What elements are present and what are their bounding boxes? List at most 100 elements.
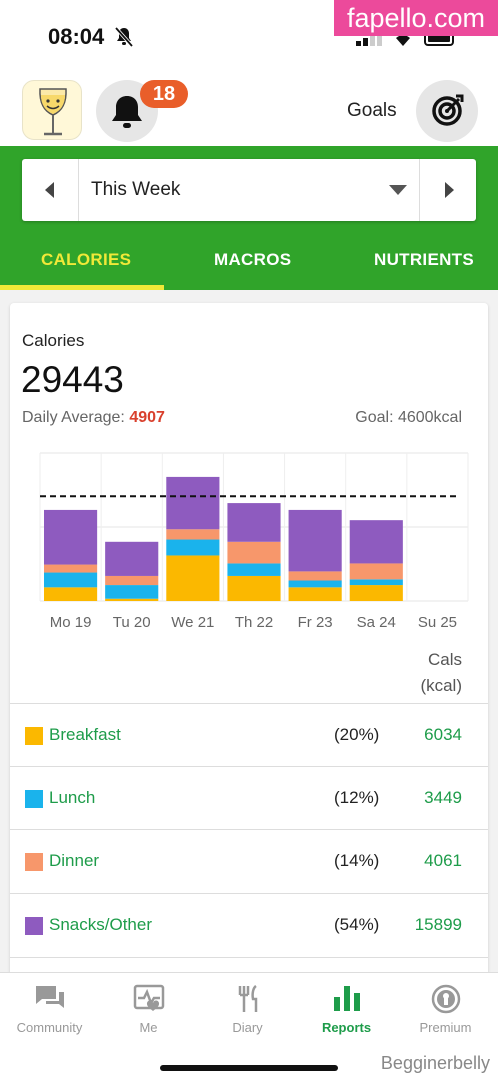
meal-row-snacks[interactable]: Snacks/Other (54%) 15899	[10, 893, 488, 956]
heart-pulse-icon	[133, 984, 165, 1011]
bar-segment	[105, 585, 159, 599]
nav-label: Reports	[321, 1020, 372, 1035]
x-tick-label: Mo 19	[50, 614, 92, 631]
home-indicator[interactable]	[160, 1065, 338, 1071]
bar-segment	[349, 579, 403, 586]
bar-segment	[166, 476, 220, 530]
cellular-signal-icon	[356, 32, 382, 46]
next-period-button[interactable]	[419, 159, 476, 221]
nav-label: Community	[16, 1020, 83, 1035]
x-tick-label: Su 25	[418, 614, 457, 631]
date-range-selector[interactable]: This Week	[22, 159, 476, 221]
target-icon	[432, 94, 464, 126]
bell-icon	[112, 96, 142, 128]
bar-segment	[166, 539, 220, 556]
active-tab-indicator	[0, 285, 164, 290]
meal-name[interactable]: Lunch	[49, 788, 96, 807]
chat-icon	[36, 986, 64, 1008]
tab-macros[interactable]: MACROS	[214, 250, 292, 269]
daily-average: Daily Average: 4907	[22, 409, 165, 427]
watermark: fapello.com	[334, 0, 498, 36]
bar-segment	[349, 585, 403, 601]
goal-text: Goal: 4600kcal	[355, 409, 462, 426]
meal-name[interactable]: Dinner	[49, 851, 100, 870]
bar-segment	[166, 555, 220, 601]
date-range-value: This Week	[91, 179, 181, 200]
bar-segment	[288, 571, 342, 581]
meal-row-lunch[interactable]: Lunch (12%) 3449	[10, 766, 488, 829]
tab-nutrients[interactable]: NUTRIENTS	[374, 250, 474, 269]
meal-calories: 6034	[424, 725, 462, 744]
nav-premium[interactable]: Premium	[396, 973, 495, 1043]
notification-count-badge: 18	[140, 80, 188, 108]
credit-text: Begginerbelly	[380, 1053, 490, 1073]
x-tick-label: Sa 24	[357, 614, 396, 631]
premium-badge-icon	[431, 984, 461, 1014]
meal-calories: 3449	[424, 788, 462, 807]
meal-calories: 4061	[424, 851, 462, 870]
bar-segment	[44, 509, 98, 565]
bar-segment	[105, 541, 159, 576]
bar-segment	[288, 580, 342, 588]
meal-calories: 15899	[414, 915, 462, 934]
goals-label[interactable]: Goals	[347, 100, 397, 121]
card-title: Calories	[22, 331, 85, 350]
bar-segment	[349, 563, 403, 580]
dinner-swatch	[25, 853, 43, 871]
chevron-right-icon	[445, 182, 454, 198]
fork-knife-icon	[238, 984, 258, 1012]
total-calories: 29443	[21, 359, 124, 400]
avatar[interactable]	[22, 80, 82, 140]
goals-button[interactable]	[416, 80, 478, 142]
nav-diary[interactable]: Diary	[198, 973, 297, 1043]
meal-percent: (54%)	[334, 915, 380, 934]
bar-segment	[44, 564, 98, 573]
meal-row-dinner[interactable]: Dinner (14%) 4061	[10, 829, 488, 892]
bar-segment	[288, 509, 342, 572]
status-time: 08:04	[48, 24, 105, 49]
nav-reports[interactable]: Reports	[297, 973, 396, 1043]
snacks-swatch	[25, 917, 43, 935]
breakfast-swatch	[25, 727, 43, 745]
daily-average-value: 4907	[129, 409, 165, 426]
meal-name[interactable]: Breakfast	[49, 725, 121, 744]
table-divider	[10, 957, 488, 1020]
previous-period-button[interactable]	[22, 159, 79, 221]
bar-segment	[227, 541, 281, 564]
cals-column-header: Cals (kcal)	[420, 647, 462, 699]
cals-header-line2: (kcal)	[420, 676, 462, 695]
nav-label: Diary	[232, 1020, 263, 1035]
nav-label: Premium	[419, 1020, 472, 1035]
x-tick-label: We 21	[171, 614, 214, 631]
nav-label: Me	[139, 1020, 158, 1035]
dropdown-caret-icon	[389, 185, 407, 195]
calories-chart: Mo 19 Tu 20 We 21 Th 22 Fr 23 Sa 24 Su 25	[39, 452, 469, 631]
meal-row-breakfast[interactable]: Breakfast (20%) 6034	[10, 703, 488, 766]
wifi-icon	[396, 35, 410, 46]
x-tick-label: Tu 20	[113, 614, 151, 631]
meal-percent: (14%)	[334, 851, 380, 870]
calories-report-card: Calories 29443 Daily Average: 4907 Goal:…	[10, 303, 488, 1003]
wine-glass-icon	[39, 88, 67, 136]
app-header: 18 Goals	[0, 72, 498, 146]
bell-muted-icon	[114, 26, 134, 48]
nav-community[interactable]: Community	[0, 973, 99, 1043]
chevron-left-icon	[45, 182, 54, 198]
x-tick-label: Th 22	[235, 614, 273, 631]
cals-header-line1: Cals	[427, 650, 462, 669]
bar-segment	[44, 572, 98, 588]
bottom-nav: Community Me Diary Reports Premium	[0, 972, 498, 1080]
bar-segment	[105, 575, 159, 586]
bar-segment	[349, 520, 403, 564]
bar-segment	[166, 529, 220, 540]
meal-name[interactable]: Snacks/Other	[49, 915, 152, 934]
bar-chart-icon	[334, 986, 360, 1011]
nav-me[interactable]: Me	[99, 973, 198, 1043]
tab-calories[interactable]: CALORIES	[41, 250, 132, 269]
bar-segment	[288, 587, 342, 601]
report-controls: This Week CALORIES MACROS NUTRIENTS	[0, 146, 498, 290]
lunch-swatch	[25, 790, 43, 808]
meal-percent: (20%)	[334, 725, 380, 744]
bar-segment	[227, 575, 281, 601]
bar-segment	[227, 503, 281, 542]
